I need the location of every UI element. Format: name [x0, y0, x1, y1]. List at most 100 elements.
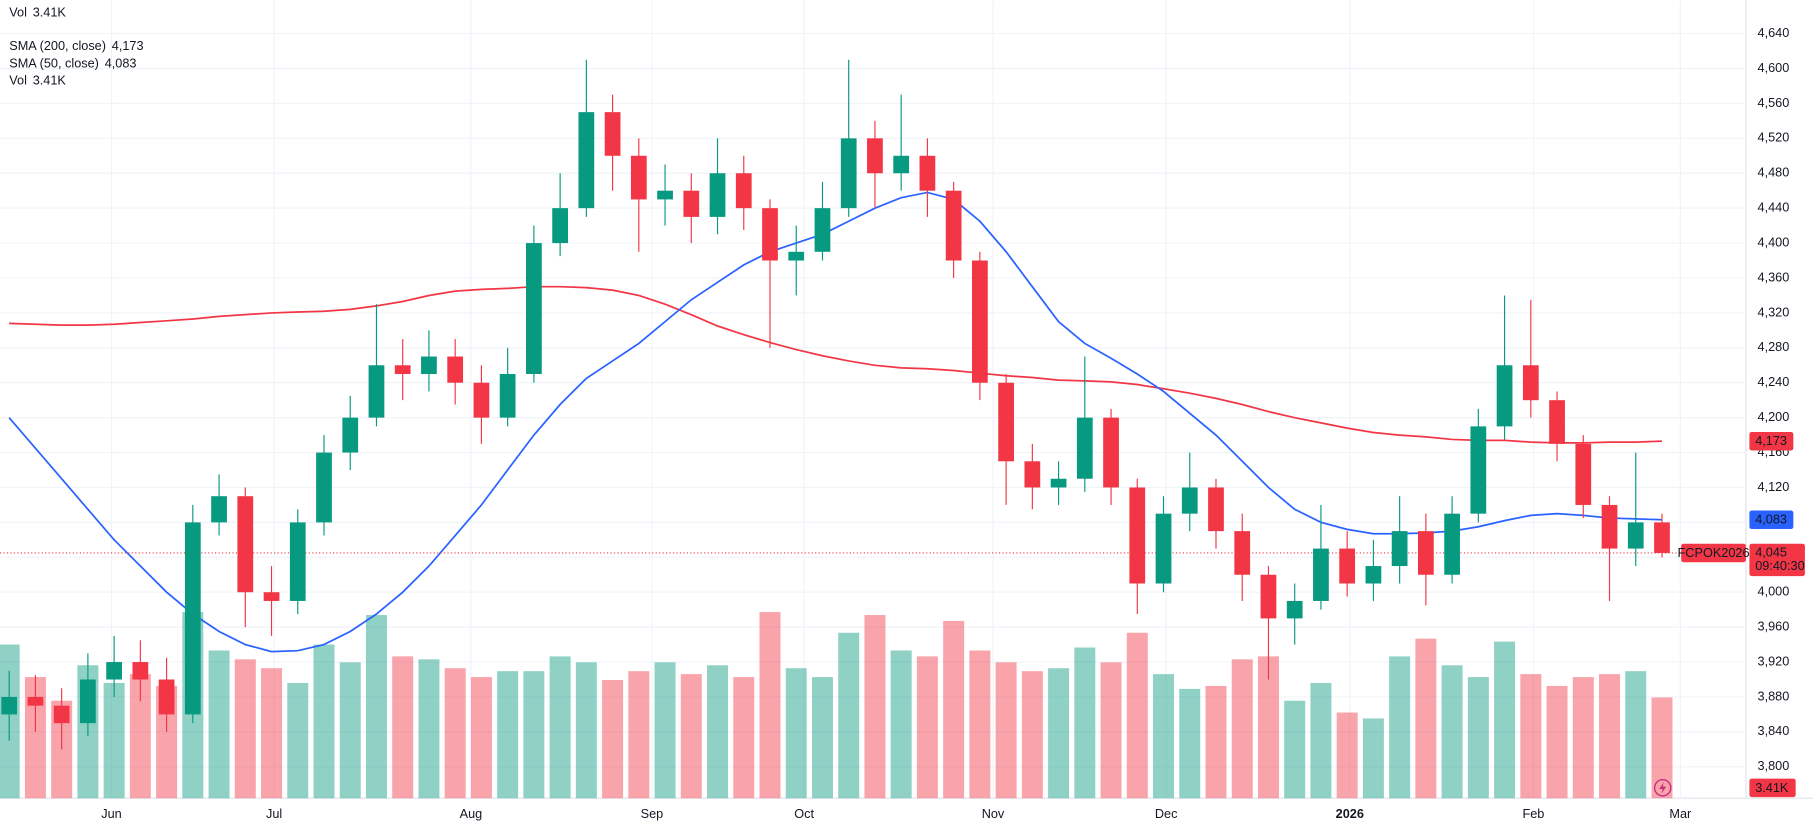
volume-label: 3.41K — [1755, 780, 1789, 795]
volume-bar — [759, 612, 781, 799]
axis-value-box — [1749, 431, 1794, 451]
volume-bar — [1572, 677, 1594, 799]
volume-bar — [811, 677, 833, 799]
candle-body — [1181, 487, 1198, 514]
price-box — [1749, 543, 1805, 577]
volume-bar — [365, 615, 387, 799]
volume-bar — [0, 644, 20, 799]
candle-body — [1496, 365, 1513, 427]
volume-bar — [1257, 656, 1279, 799]
volume-bar — [575, 662, 597, 799]
volume-bar — [51, 700, 73, 799]
volume-bar — [1074, 647, 1096, 799]
volume-bar — [1651, 697, 1673, 799]
candle-body — [1208, 487, 1224, 532]
candle-body — [526, 243, 542, 374]
volume-bar — [1179, 688, 1201, 799]
candle-body — [342, 417, 359, 453]
y-tick-label: 3,920 — [1758, 653, 1790, 668]
volume-bar — [339, 662, 361, 799]
volume-bar — [1494, 641, 1516, 799]
candle-body — [919, 155, 936, 191]
y-tick-label: 4,480 — [1758, 165, 1790, 180]
x-tick-label: Mar — [1669, 806, 1692, 821]
legend-text: 3.41K — [33, 73, 67, 88]
volume-bar — [208, 650, 230, 799]
candle-body — [1339, 548, 1356, 584]
candle-body — [1444, 513, 1460, 575]
volume-bar — [1467, 677, 1489, 799]
volume-bar — [1126, 632, 1148, 799]
x-tick-label: Sep — [641, 806, 664, 821]
volume-bar — [1205, 685, 1227, 799]
candle-body — [604, 112, 621, 156]
candle-body — [289, 522, 306, 601]
y-tick-label: 4,320 — [1758, 304, 1790, 319]
volume-bar — [628, 671, 650, 799]
candle-body — [447, 356, 464, 383]
candle-body — [237, 496, 254, 593]
volume-bar — [24, 677, 46, 799]
candle-body — [1286, 600, 1303, 619]
volume-bar — [287, 682, 309, 799]
volume-bar — [1021, 671, 1043, 799]
candle-body — [1313, 548, 1329, 601]
y-tick-label: 4,200 — [1758, 409, 1790, 424]
candle-body — [1418, 531, 1434, 575]
y-tick-label: 3,800 — [1758, 758, 1790, 773]
candle-body — [1365, 566, 1382, 584]
y-tick-label: 3,960 — [1758, 618, 1790, 633]
volume-bar — [1153, 674, 1175, 799]
candle-body — [1549, 400, 1565, 444]
candles — [1, 59, 1670, 750]
candle-body — [499, 373, 516, 418]
volume-bar — [470, 677, 492, 799]
candle-body — [735, 173, 752, 209]
flash-icon — [1653, 779, 1672, 797]
candle-body — [972, 260, 988, 383]
volume-box — [1749, 778, 1796, 798]
sma-line — [8, 191, 1663, 653]
volume-bar — [103, 682, 125, 799]
candle-body — [473, 382, 490, 418]
volume-bar — [1231, 659, 1253, 799]
candle-body — [1050, 478, 1067, 488]
candle-body — [368, 365, 385, 418]
legend-text: Vol — [9, 73, 27, 88]
candle-body — [80, 679, 96, 724]
y-tick-label: 4,560 — [1758, 95, 1790, 110]
candle-body — [211, 496, 227, 523]
candle-body — [657, 190, 673, 200]
volume-bar — [916, 656, 938, 799]
axis-value-box — [1749, 510, 1794, 530]
y-tick-label: 4,280 — [1758, 339, 1790, 354]
volume-bar — [497, 671, 519, 799]
candle-body — [1575, 443, 1592, 505]
volume — [0, 612, 1673, 799]
candle-body — [867, 138, 883, 174]
candle-body — [263, 592, 280, 601]
candle-body — [1129, 487, 1146, 584]
candle-body — [1024, 461, 1041, 488]
candle-body — [1470, 426, 1487, 514]
volume-bar — [969, 650, 991, 799]
candle-body — [1627, 522, 1644, 549]
y-tick-label: 4,120 — [1758, 479, 1790, 494]
x-tick-label: Feb — [1522, 806, 1544, 821]
volume-bar — [995, 662, 1017, 799]
x-tick-label: Aug — [460, 806, 483, 821]
volume-bar — [234, 659, 256, 799]
volume-bar — [392, 656, 414, 799]
candle-body — [893, 155, 910, 174]
candle-body — [1155, 513, 1172, 584]
volume-bar — [444, 668, 466, 799]
y-tick-label: 4,520 — [1758, 130, 1790, 145]
volume-bar — [1625, 671, 1647, 799]
candle-body — [578, 112, 595, 209]
candle-body — [1234, 531, 1251, 575]
y-tick-label: 4,360 — [1758, 269, 1790, 284]
candle-body — [421, 356, 437, 374]
x-tick-label: 2026 — [1336, 806, 1364, 821]
volume-bar — [1336, 712, 1358, 799]
